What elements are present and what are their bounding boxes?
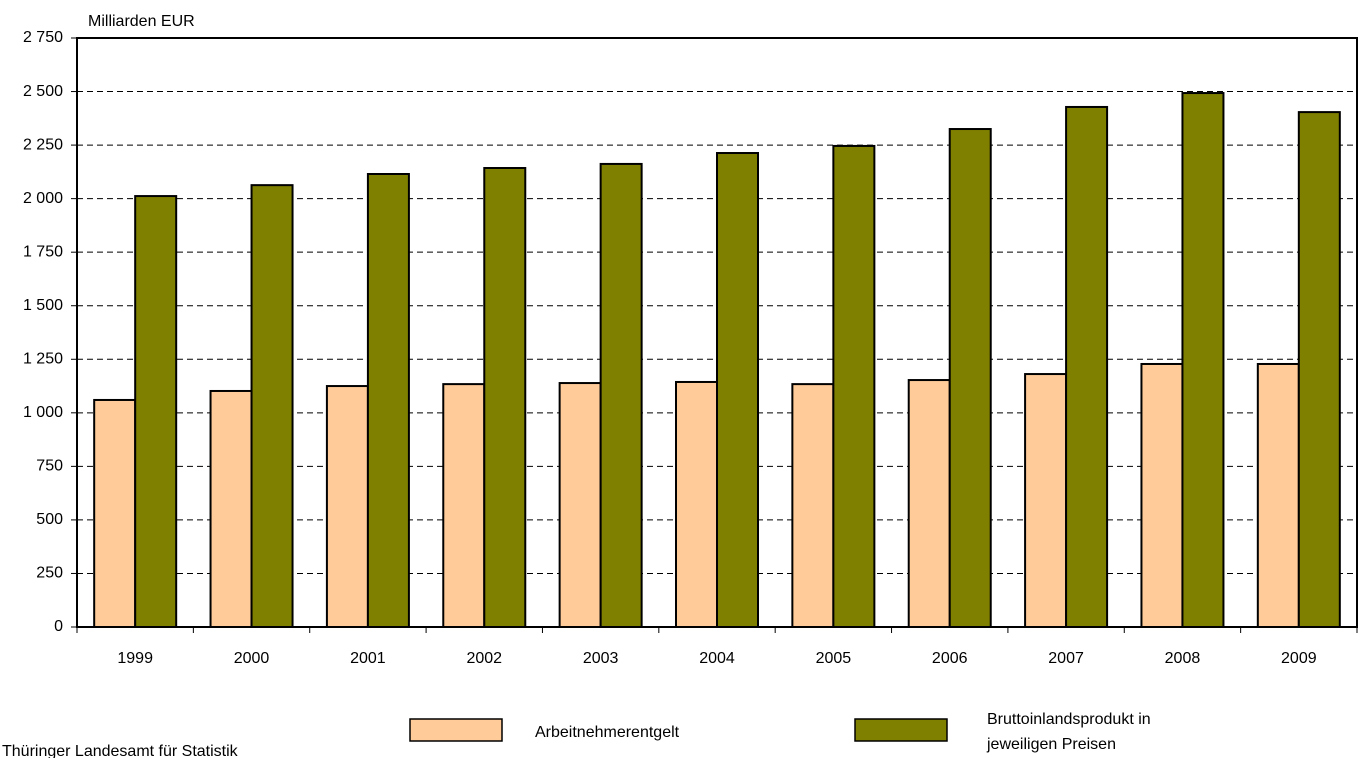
source: Thüringer Landesamt für Statistik xyxy=(2,743,239,758)
bar xyxy=(599,162,643,628)
bar xyxy=(907,379,951,628)
x-tick-label: 2009 xyxy=(1281,650,1317,667)
bar xyxy=(832,144,876,628)
x-tick-label: 2001 xyxy=(350,650,386,667)
bar xyxy=(791,383,835,629)
x-tick-label: 2005 xyxy=(816,650,852,667)
y-tick-label: 1 750 xyxy=(23,243,63,260)
legend-swatch xyxy=(854,718,948,742)
bar xyxy=(1065,105,1109,628)
y-tick-label: 2 000 xyxy=(23,190,63,207)
bar xyxy=(1140,362,1184,628)
bar xyxy=(134,195,178,628)
y-tick-label: 750 xyxy=(36,458,63,475)
x-tick-label: 2000 xyxy=(234,650,270,667)
x-tick-label: 2004 xyxy=(699,650,735,667)
y-axis-label: Milliarden EUR xyxy=(88,13,195,30)
x-tick-label: 2003 xyxy=(583,650,619,667)
bar xyxy=(250,184,294,628)
legend-label: Bruttoinlandsprodukt in jeweiligen Preis… xyxy=(987,711,1151,753)
y-tick-label: 2 500 xyxy=(23,83,63,100)
x-tick-label: 2007 xyxy=(1048,650,1084,667)
y-tick-label: 500 xyxy=(36,511,63,528)
plot-frame xyxy=(76,37,1358,628)
bar xyxy=(442,383,486,629)
y-tick-label: 1 500 xyxy=(23,297,63,314)
legend-label: Arbeitnehmerentgelt xyxy=(535,724,680,741)
x-tick-label: 2006 xyxy=(932,650,968,667)
y-tick-label: 2 250 xyxy=(23,136,63,153)
y-tick-label: 1 250 xyxy=(23,350,63,367)
legend-swatch xyxy=(409,718,503,742)
y-tick-label: 0 xyxy=(54,618,63,635)
bar xyxy=(716,152,759,629)
bar xyxy=(483,167,527,628)
bar xyxy=(675,380,718,629)
y-tick-label: 1 000 xyxy=(23,404,63,421)
bar xyxy=(325,385,369,628)
bar xyxy=(93,398,137,629)
bar xyxy=(948,128,992,628)
bar xyxy=(1297,111,1341,628)
x-tick-label: 2002 xyxy=(466,650,502,667)
bar xyxy=(209,389,253,629)
y-tick-label: 2 750 xyxy=(23,29,63,46)
bar xyxy=(1256,362,1300,628)
bar xyxy=(1024,373,1068,628)
y-tick-label: 250 xyxy=(36,565,63,582)
bar xyxy=(366,173,410,628)
x-tick-label: 2008 xyxy=(1165,650,1201,667)
bar xyxy=(558,382,602,628)
x-tick-label: 1999 xyxy=(117,650,153,667)
bar xyxy=(1181,92,1225,628)
